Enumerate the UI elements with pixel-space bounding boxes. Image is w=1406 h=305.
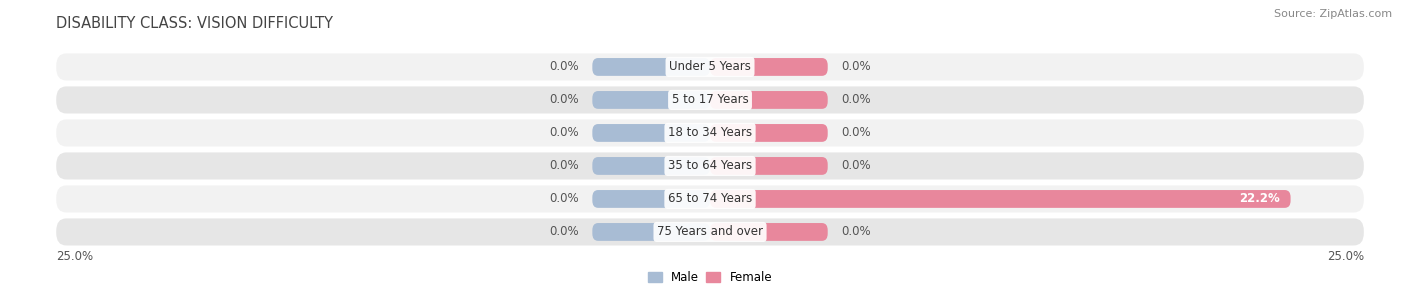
FancyBboxPatch shape	[710, 157, 828, 175]
FancyBboxPatch shape	[56, 86, 1364, 113]
Text: 0.0%: 0.0%	[550, 192, 579, 206]
FancyBboxPatch shape	[710, 190, 1291, 208]
Text: 65 to 74 Years: 65 to 74 Years	[668, 192, 752, 206]
Text: 22.2%: 22.2%	[1239, 192, 1279, 206]
Text: 25.0%: 25.0%	[1327, 250, 1364, 263]
Text: 0.0%: 0.0%	[841, 225, 870, 239]
Text: 0.0%: 0.0%	[841, 160, 870, 172]
Text: 0.0%: 0.0%	[841, 60, 870, 74]
FancyBboxPatch shape	[710, 91, 828, 109]
Text: 25.0%: 25.0%	[56, 250, 93, 263]
Text: 0.0%: 0.0%	[550, 160, 579, 172]
Text: Under 5 Years: Under 5 Years	[669, 60, 751, 74]
FancyBboxPatch shape	[56, 120, 1364, 146]
FancyBboxPatch shape	[592, 124, 710, 142]
Text: 0.0%: 0.0%	[550, 93, 579, 106]
FancyBboxPatch shape	[592, 190, 710, 208]
Text: 5 to 17 Years: 5 to 17 Years	[672, 93, 748, 106]
Text: 0.0%: 0.0%	[550, 127, 579, 139]
Text: 75 Years and over: 75 Years and over	[657, 225, 763, 239]
FancyBboxPatch shape	[56, 185, 1364, 213]
Text: 0.0%: 0.0%	[841, 127, 870, 139]
Text: DISABILITY CLASS: VISION DIFFICULTY: DISABILITY CLASS: VISION DIFFICULTY	[56, 16, 333, 30]
FancyBboxPatch shape	[592, 157, 710, 175]
Text: 0.0%: 0.0%	[550, 225, 579, 239]
FancyBboxPatch shape	[710, 58, 828, 76]
FancyBboxPatch shape	[710, 223, 828, 241]
Text: 0.0%: 0.0%	[841, 93, 870, 106]
Text: 35 to 64 Years: 35 to 64 Years	[668, 160, 752, 172]
FancyBboxPatch shape	[592, 223, 710, 241]
FancyBboxPatch shape	[56, 53, 1364, 81]
FancyBboxPatch shape	[592, 58, 710, 76]
FancyBboxPatch shape	[56, 152, 1364, 179]
Legend: Male, Female: Male, Female	[643, 266, 778, 289]
FancyBboxPatch shape	[710, 124, 828, 142]
Text: 18 to 34 Years: 18 to 34 Years	[668, 127, 752, 139]
FancyBboxPatch shape	[56, 218, 1364, 246]
Text: 0.0%: 0.0%	[550, 60, 579, 74]
FancyBboxPatch shape	[592, 91, 710, 109]
Text: Source: ZipAtlas.com: Source: ZipAtlas.com	[1274, 9, 1392, 19]
